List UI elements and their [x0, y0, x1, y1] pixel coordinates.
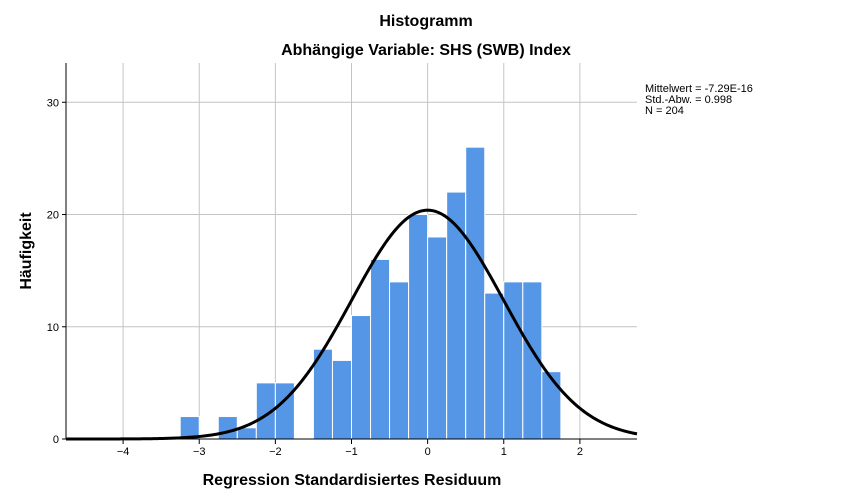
y-tick-label: 10: [47, 322, 59, 334]
x-tick-label: 0: [425, 446, 431, 458]
histogram-bar: [351, 315, 372, 440]
histogram-bar: [465, 146, 486, 440]
x-tick-label: 1: [501, 446, 507, 458]
stats-sd: Std.-Abw. = 0.998: [645, 94, 732, 106]
x-tick-label: 2: [577, 446, 583, 458]
y-tick-label: 0: [53, 434, 59, 446]
y-axis-label: Häufigkeit: [18, 212, 35, 290]
bars: [179, 146, 562, 440]
histogram-bar: [217, 416, 238, 440]
histogram-bar: [389, 281, 410, 440]
histogram-bar: [408, 214, 429, 440]
x-tick-label: −1: [345, 446, 358, 458]
y-tick-label: 20: [47, 210, 59, 222]
x-axis-label: Regression Standardisiertes Residuum: [203, 472, 502, 489]
axes: [62, 63, 637, 444]
histogram-bar: [484, 292, 505, 440]
histogram-bar: [331, 359, 353, 440]
histogram-bar: [370, 258, 391, 440]
x-tick-label: −4: [117, 446, 130, 458]
stats-mean: Mittelwert = -7.29E-16: [645, 83, 753, 95]
x-tick-label: −3: [193, 446, 206, 458]
chart-subtitle: Abhängige Variable: SHS (SWB) Index: [281, 42, 571, 59]
histogram-bar: [541, 371, 562, 440]
x-tick-label: −2: [269, 446, 282, 458]
histogram-bar: [446, 191, 467, 440]
y-tick-label: 30: [47, 97, 59, 109]
histogram-bar: [427, 236, 448, 440]
chart-title: Histogramm: [379, 13, 472, 30]
stats-n: N = 204: [645, 105, 684, 117]
